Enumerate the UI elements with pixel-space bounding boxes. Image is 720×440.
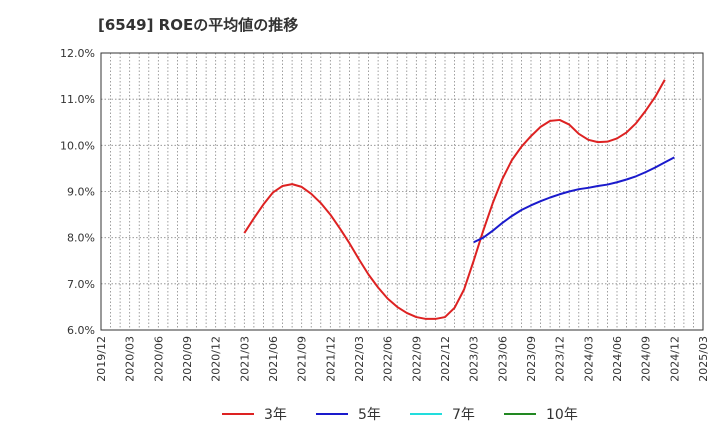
y-tick-label: 8.0% [67, 232, 95, 245]
x-tick-label: 2020/06 [152, 336, 165, 382]
legend: 3年 5年 7年 10年 [222, 407, 578, 423]
y-tick-label: 12.0% [60, 47, 95, 60]
x-tick-label: 2023/09 [525, 336, 538, 382]
series-lines [243, 79, 675, 320]
x-axis-ticks: 2019/12 2020/03 2020/06 2020/09 2020/12 2021/… [95, 336, 710, 382]
x-tick-label: 2020/03 [124, 336, 137, 382]
series-line-5年 [473, 156, 675, 244]
x-tick-label: 2021/06 [267, 336, 280, 382]
x-tick-label: 2020/09 [181, 336, 194, 382]
y-tick-label: 7.0% [67, 278, 95, 291]
x-tick-label: 2022/09 [410, 336, 423, 382]
x-tick-label: 2021/03 [238, 336, 251, 382]
y-tick-label: 9.0% [67, 186, 95, 199]
y-tick-label: 10.0% [60, 139, 95, 152]
legend-label: 7年 [452, 407, 475, 423]
x-tick-label: 2024/03 [582, 336, 595, 382]
x-tick-label: 2025/03 [697, 336, 710, 382]
x-tick-label: 2023/06 [496, 336, 509, 382]
legend-label: 10年 [546, 407, 578, 423]
grid-lines [101, 53, 703, 330]
y-tick-label: 6.0% [67, 324, 95, 337]
y-axis-ticks: 6.0% 7.0% 8.0% 9.0% 10.0% 11.0% 12.0% [60, 47, 95, 337]
x-tick-label: 2022/06 [382, 336, 395, 382]
x-tick-label: 2023/12 [554, 336, 567, 382]
plot-frame [100, 52, 704, 331]
series-line-3年 [243, 79, 666, 320]
legend-label: 3年 [264, 407, 287, 423]
x-tick-label: 2021/12 [324, 336, 337, 382]
x-tick-label: 2022/03 [353, 336, 366, 382]
x-tick-label: 2023/03 [468, 336, 481, 382]
x-tick-label: 2024/12 [668, 336, 681, 382]
x-tick-label: 2024/09 [640, 336, 653, 382]
x-tick-label: 2024/06 [611, 336, 624, 382]
chart-title: [6549] ROEの平均値の推移 [98, 16, 299, 34]
y-tick-label: 11.0% [60, 93, 95, 106]
legend-label: 5年 [358, 407, 381, 423]
x-tick-label: 2021/09 [296, 336, 309, 382]
x-tick-label: 2022/12 [439, 336, 452, 382]
x-tick-label: 2019/12 [95, 336, 108, 382]
x-tick-label: 2020/12 [210, 336, 223, 382]
